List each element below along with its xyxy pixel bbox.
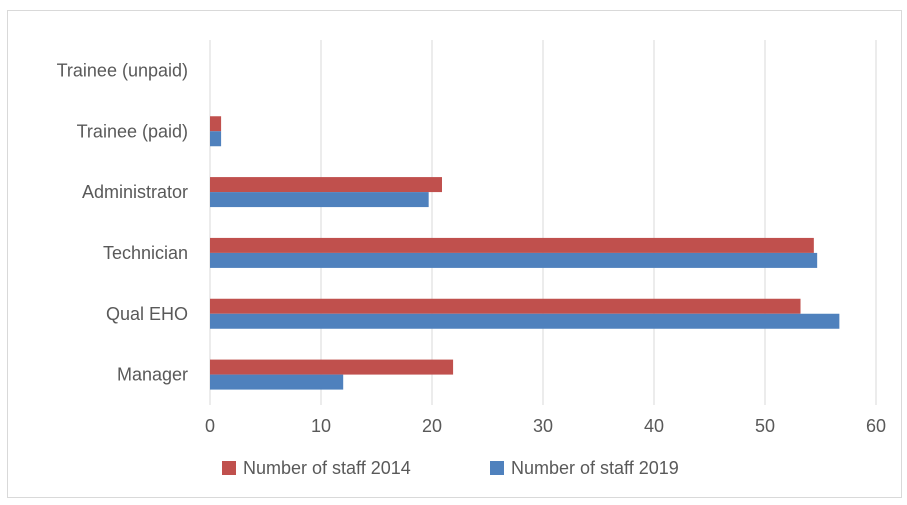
- bar-2014: [210, 177, 442, 193]
- x-tick-label: 0: [205, 416, 215, 436]
- category-label: Qual EHO: [106, 304, 188, 324]
- category-label: Trainee (unpaid): [57, 60, 188, 80]
- bar-2019: [210, 313, 840, 329]
- x-tick-label: 20: [422, 416, 442, 436]
- x-tick-label: 40: [644, 416, 664, 436]
- category-label: Manager: [117, 365, 188, 385]
- bar-2019: [210, 192, 429, 208]
- bar-2019: [210, 252, 818, 268]
- category-label: Administrator: [82, 182, 188, 202]
- x-tick-label: 30: [533, 416, 553, 436]
- bar-2014: [210, 237, 814, 253]
- bars: [210, 116, 840, 390]
- legend-swatch: [222, 461, 236, 475]
- bar-2014: [210, 359, 454, 375]
- legend-swatch: [490, 461, 504, 475]
- category-label: Trainee (paid): [77, 121, 188, 141]
- bar-2019: [210, 374, 344, 390]
- x-tick-label: 10: [311, 416, 331, 436]
- legend: Number of staff 2014 Number of staff 2019: [222, 458, 679, 478]
- chart-frame: [7, 10, 902, 498]
- legend-label: Number of staff 2014: [243, 458, 411, 478]
- category-labels: Manager Qual EHO Technician Administrator Tr…: [57, 60, 188, 384]
- x-tick-label: 50: [755, 416, 775, 436]
- x-tick-label: 60: [866, 416, 886, 436]
- bar-2019: [210, 131, 222, 147]
- x-tick-labels: 0 10 20 30 40 50 60: [205, 416, 886, 436]
- bar-2014: [210, 116, 222, 132]
- category-label: Technician: [103, 243, 188, 263]
- gridlines: [209, 40, 877, 405]
- legend-label: Number of staff 2019: [511, 458, 679, 478]
- bar-2014: [210, 298, 801, 314]
